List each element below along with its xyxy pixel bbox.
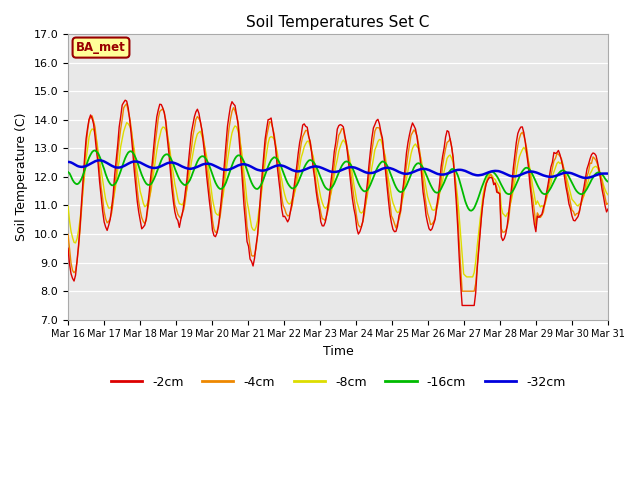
Legend: -2cm, -4cm, -8cm, -16cm, -32cm: -2cm, -4cm, -8cm, -16cm, -32cm [106, 371, 570, 394]
Title: Soil Temperatures Set C: Soil Temperatures Set C [246, 15, 429, 30]
Text: BA_met: BA_met [76, 41, 126, 54]
Y-axis label: Soil Temperature (C): Soil Temperature (C) [15, 113, 28, 241]
X-axis label: Time: Time [323, 345, 353, 358]
